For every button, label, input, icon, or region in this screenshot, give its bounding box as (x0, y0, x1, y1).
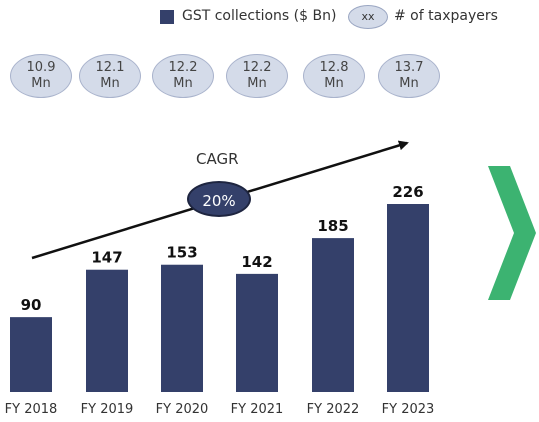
taxpayer-value: 12.2 (242, 60, 272, 75)
taxpayer-unit: Mn (399, 76, 419, 91)
bar-fy-2022 (312, 238, 354, 392)
legend-oval-sample: xx (348, 5, 388, 29)
bar-value-label: 185 (317, 217, 348, 235)
legend-bar-swatch (160, 10, 174, 24)
chevron-right-icon (488, 166, 536, 300)
taxpayer-value: 13.7 (394, 60, 424, 75)
cagr-label: CAGR (196, 150, 239, 168)
taxpayer-pill-fy2021: 12.2 Mn (226, 54, 288, 98)
x-tick-label: FY 2018 (5, 402, 58, 417)
taxpayer-pill-fy2019: 12.1 Mn (79, 54, 141, 98)
taxpayer-unit: Mn (31, 76, 51, 91)
bar-value-label: 147 (91, 249, 122, 267)
taxpayer-pill-fy2020: 12.2 Mn (152, 54, 214, 98)
taxpayer-value: 10.9 (26, 60, 56, 75)
taxpayer-pill-fy2022: 12.8 Mn (303, 54, 365, 98)
bar-value-label: 90 (21, 296, 42, 314)
bar-fy-2018 (10, 317, 52, 392)
legend-bar-label: GST collections ($ Bn) (182, 8, 337, 24)
bar-value-label: 142 (241, 253, 272, 271)
cagr-value-badge: 20% (187, 181, 251, 217)
x-tick-label: FY 2019 (81, 402, 134, 417)
legend-oval-label: # of taxpayers (394, 8, 498, 24)
bar-fy-2023 (387, 204, 429, 392)
taxpayer-value: 12.8 (319, 60, 349, 75)
taxpayer-pill-fy2023: 13.7 Mn (378, 54, 440, 98)
bar-fy-2020 (161, 264, 203, 392)
taxpayer-value: 12.1 (95, 60, 125, 75)
x-tick-label: FY 2021 (231, 402, 284, 417)
bar-fy-2019 (86, 269, 128, 392)
taxpayer-unit: Mn (247, 76, 267, 91)
taxpayer-value: 12.2 (168, 60, 198, 75)
legend: GST collections ($ Bn) xx # of taxpayers (0, 4, 539, 29)
bar-value-label: 153 (166, 244, 197, 262)
x-tick-label: FY 2023 (382, 402, 435, 417)
bar-fy-2021 (236, 273, 278, 392)
bar-value-label: 226 (392, 183, 423, 201)
taxpayer-pill-fy2018: 10.9 Mn (10, 54, 72, 98)
x-tick-label: FY 2020 (156, 402, 209, 417)
x-tick-label: FY 2022 (307, 402, 360, 417)
taxpayer-unit: Mn (173, 76, 193, 91)
taxpayer-unit: Mn (100, 76, 120, 91)
taxpayer-unit: Mn (324, 76, 344, 91)
